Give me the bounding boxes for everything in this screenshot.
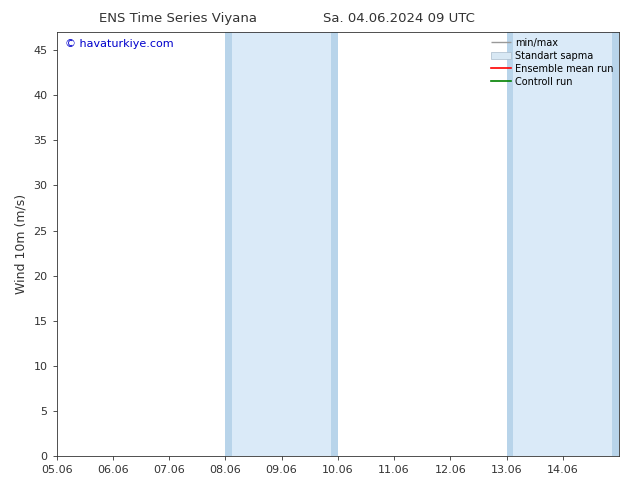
Bar bbox=[226, 32, 338, 456]
Text: Sa. 04.06.2024 09 UTC: Sa. 04.06.2024 09 UTC bbox=[323, 12, 476, 25]
Bar bbox=[612, 32, 619, 456]
Bar bbox=[507, 32, 514, 456]
Y-axis label: Wind 10m (m/s): Wind 10m (m/s) bbox=[15, 194, 28, 294]
Legend: min/max, Standart sapma, Ensemble mean run, Controll run: min/max, Standart sapma, Ensemble mean r… bbox=[488, 35, 616, 90]
Bar bbox=[331, 32, 338, 456]
Text: © havaturkiye.com: © havaturkiye.com bbox=[65, 39, 174, 49]
Bar bbox=[226, 32, 232, 456]
Bar bbox=[507, 32, 619, 456]
Text: ENS Time Series Viyana: ENS Time Series Viyana bbox=[98, 12, 257, 25]
